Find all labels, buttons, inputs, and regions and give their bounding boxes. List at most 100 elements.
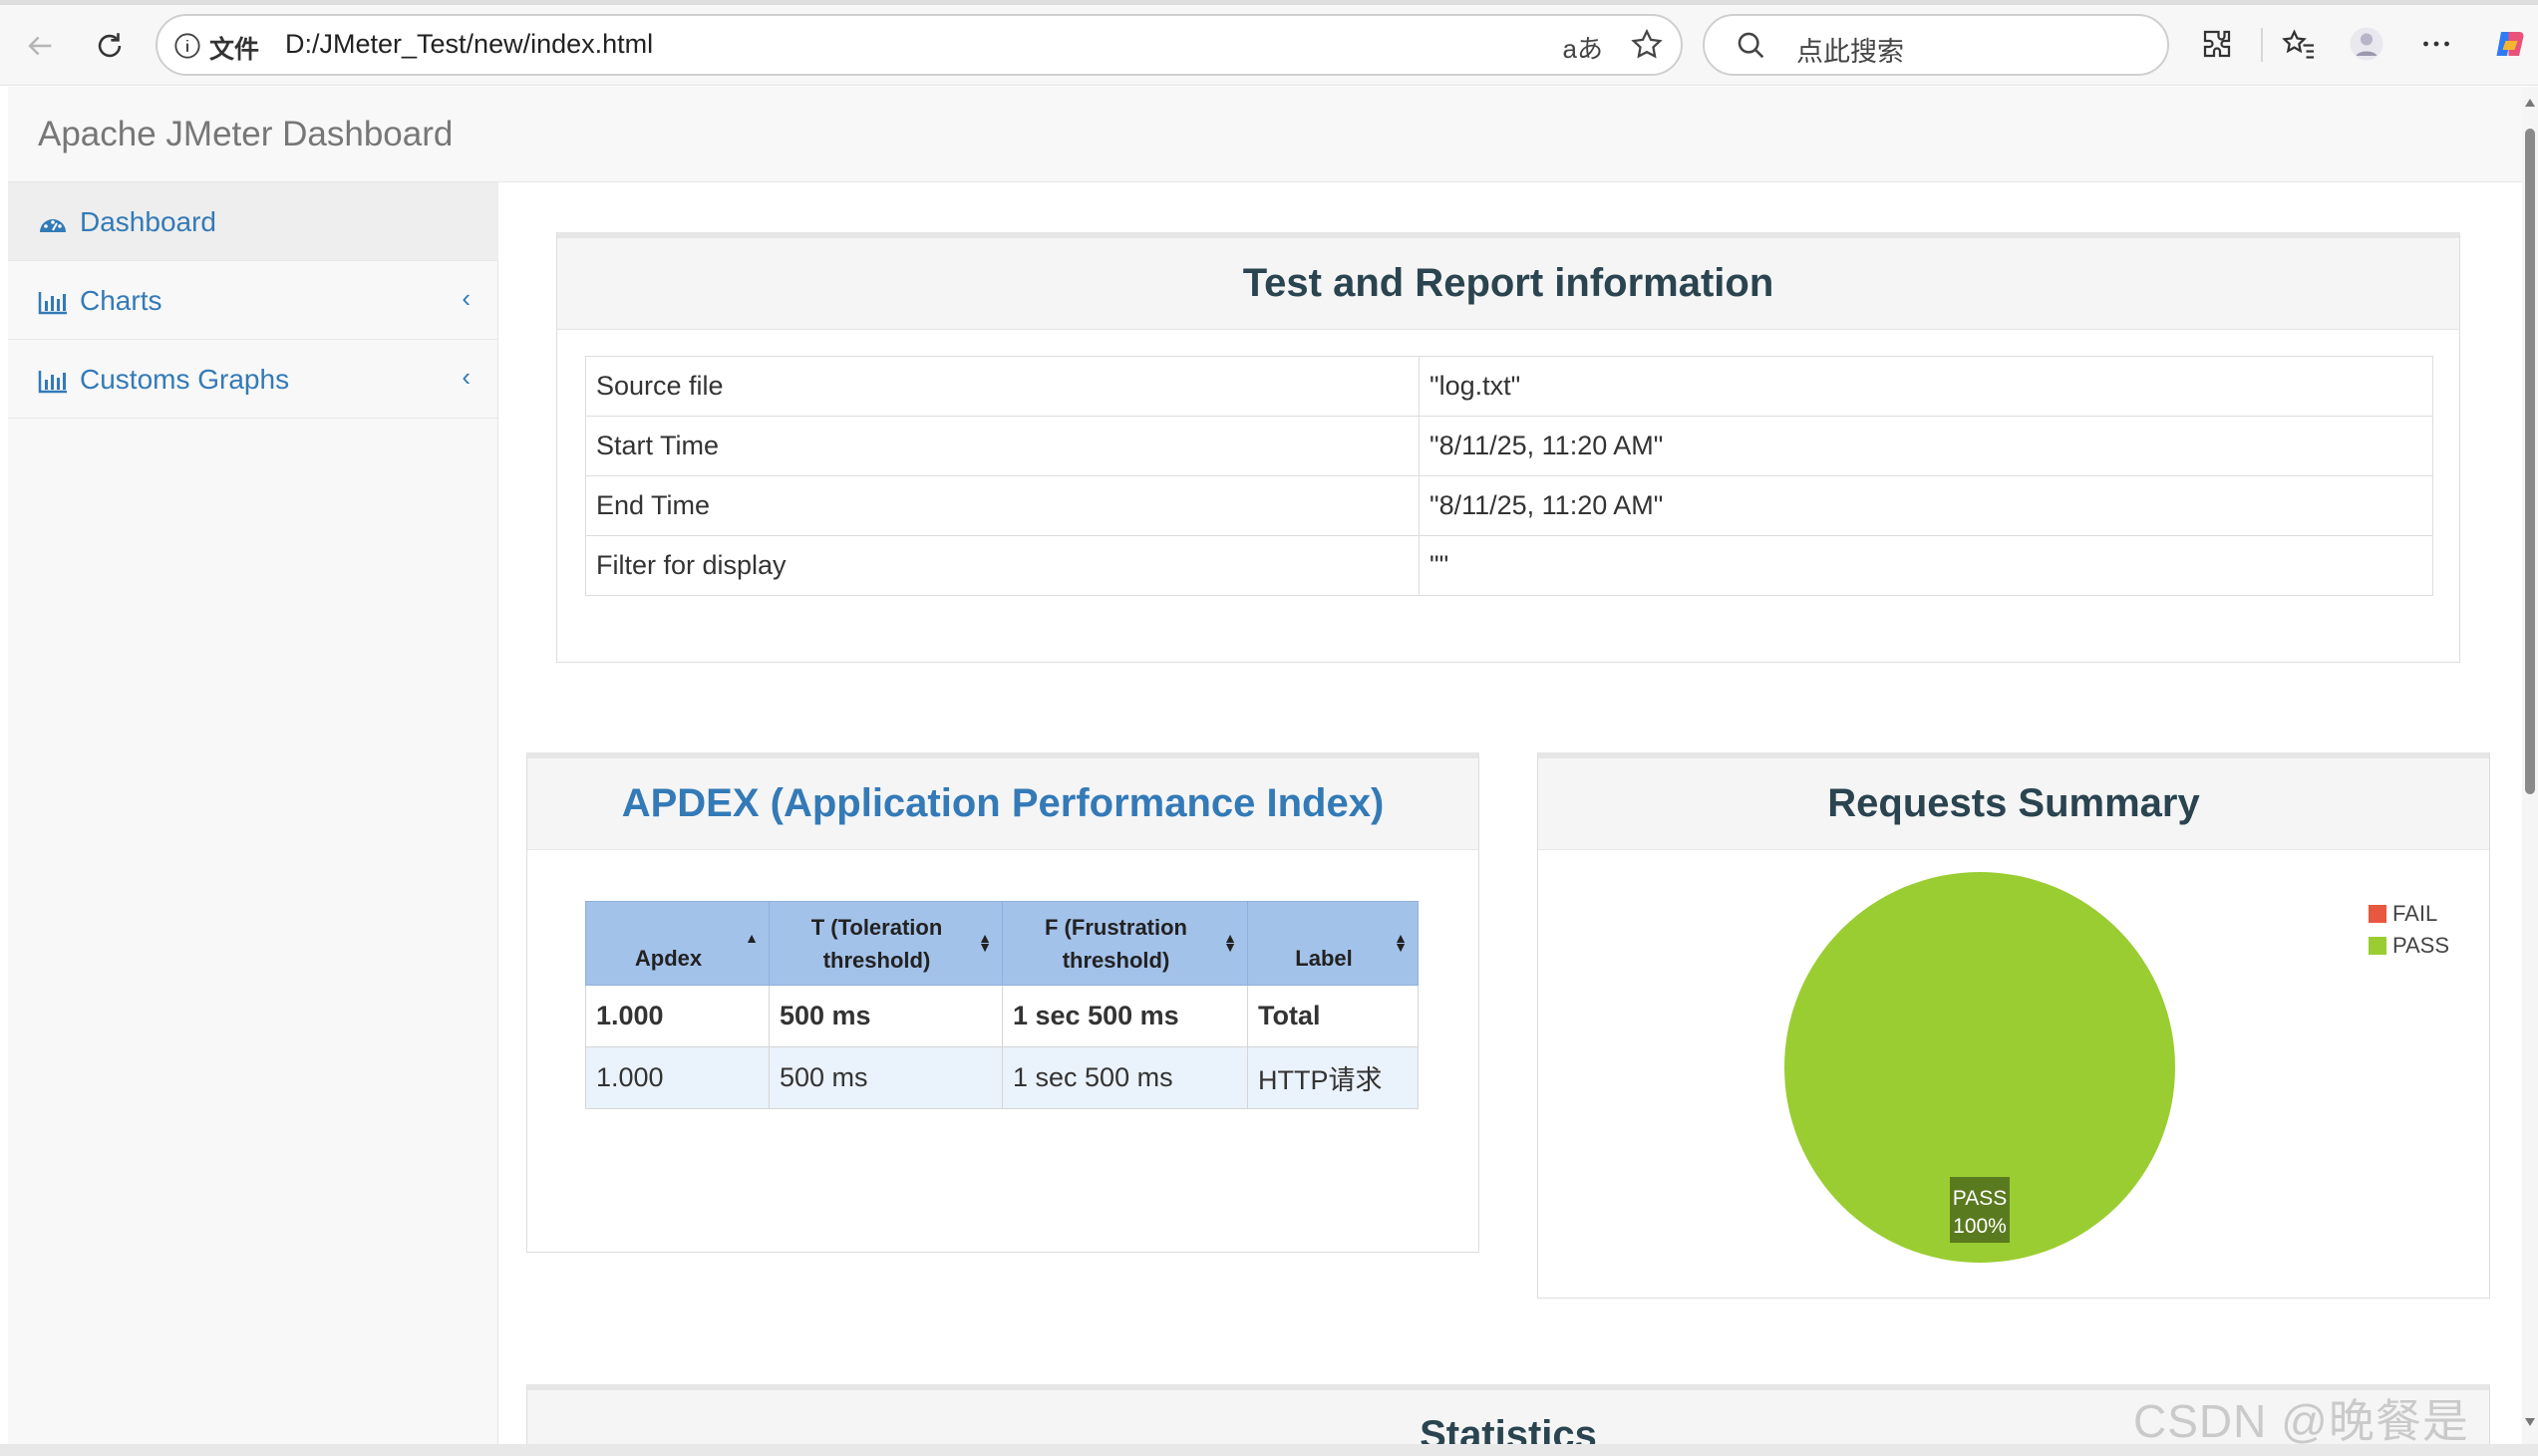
column-header-label: Apdex (634, 946, 703, 971)
address-bar[interactable]: 文件 D:/JMeter_Test/new/index.html aあ (156, 14, 1683, 76)
statistics-panel: Statistics (526, 1384, 2490, 1444)
info-value: "log.txt" (1419, 356, 2433, 417)
pie-slice-pass[interactable] (1784, 872, 2175, 1263)
sidebar-item-label: Charts (80, 285, 162, 316)
label-cell: HTTP请求 (1247, 1046, 1419, 1109)
toleration-col-header[interactable]: T (Toleration threshold) ▲ ▼ (769, 901, 1003, 986)
info-icon[interactable] (173, 32, 201, 60)
apdex-panel: APDEX (Application Performance Index) Ap… (526, 752, 1479, 1253)
tab-strip-edge (0, 0, 2538, 5)
chevron-left-icon[interactable]: ‹ (462, 362, 471, 392)
reload-icon (98, 33, 122, 58)
legend-label: FAIL (2391, 901, 2438, 926)
legend-swatch (2368, 937, 2386, 955)
report-info-panel: Test and Report information Source file … (556, 232, 2460, 663)
info-key: Start Time (585, 416, 1420, 476)
sort-both-icon[interactable]: ▲ ▼ (1223, 930, 1237, 955)
slice-label-percent: 100% (1953, 1215, 2007, 1238)
slice-label-box (1950, 1177, 2010, 1243)
top-navbar: Apache JMeter Dashboard (8, 87, 2522, 182)
apdex-cell: 1.000 (585, 1046, 770, 1109)
statistics-title: Statistics (527, 1390, 2489, 1444)
frustration-col-header[interactable]: F (Frustration threshold) ▲ ▼ (1002, 901, 1248, 986)
copilot-button[interactable] (2486, 20, 2534, 68)
info-value: "" (1419, 535, 2433, 596)
favorites-list-icon (2282, 29, 2314, 59)
column-header-label: Label (1295, 946, 1353, 971)
search-icon (1738, 32, 1764, 59)
apdex-cell: 1.000 (585, 985, 770, 1047)
report-info-table: Source file "log.txt" Start Time "8/11/2… (585, 356, 2433, 596)
window-bottom-edge (0, 1444, 2538, 1456)
pie-slice-label: PASS 100% (1950, 1177, 2010, 1243)
bar-chart-icon (38, 371, 67, 394)
legend-swatch (2368, 905, 2386, 923)
sort-asc-icon[interactable]: ▲ (745, 930, 759, 946)
brand-title[interactable]: Apache JMeter Dashboard (38, 115, 454, 153)
requests-pie-chart[interactable]: PASS 100% (1538, 850, 2491, 1299)
search-box[interactable]: 点此搜索 (1703, 14, 2169, 76)
info-key: Source file (585, 356, 1420, 417)
avatar-icon (2350, 27, 2383, 61)
sidebar-item-customs-graphs[interactable]: Customs Graphs ‹ (8, 340, 498, 419)
browser-toolbar: 文件 D:/JMeter_Test/new/index.html aあ 点此搜索 (0, 0, 2538, 86)
more-menu-button[interactable] (2412, 20, 2460, 68)
table-row: Start Time "8/11/25, 11:20 AM" (585, 416, 2433, 476)
label-cell: Total (1247, 985, 1419, 1047)
back-button[interactable] (12, 18, 68, 74)
frustration-cell: 1 sec 500 ms (1002, 1046, 1248, 1109)
puzzle-icon (2203, 30, 2231, 58)
ellipsis-icon (2423, 41, 2449, 47)
file-scheme-label: 文件 (209, 36, 260, 64)
apdex-col-header[interactable]: Apdex ▲ (585, 901, 770, 986)
url-text[interactable]: D:/JMeter_Test/new/index.html (285, 29, 654, 59)
pie-legend: FAIL PASS (2368, 898, 2449, 962)
report-info-title: Test and Report information (557, 238, 2459, 330)
sidebar-item-label: Dashboard (80, 206, 216, 237)
favorites-button[interactable] (2275, 20, 2323, 68)
favorite-star-icon[interactable] (1629, 27, 1665, 63)
profile-avatar[interactable] (2343, 20, 2390, 68)
frustration-cell: 1 sec 500 ms (1002, 985, 1248, 1047)
slice-label-name: PASS (1953, 1187, 2007, 1210)
back-arrow-icon (28, 36, 52, 56)
table-row: End Time "8/11/25, 11:20 AM" (585, 475, 2433, 536)
legend-item-fail[interactable]: FAIL (2368, 898, 2449, 930)
sidebar-item-charts[interactable]: Charts ‹ (8, 261, 498, 340)
sidebar: Dashboard Charts ‹ Customs Graphs ‹ (8, 182, 498, 1444)
table-row: Source file "log.txt" (585, 356, 2433, 417)
info-value: "8/11/25, 11:20 AM" (1419, 475, 2433, 536)
dashboard-icon (40, 219, 66, 232)
sort-both-icon[interactable]: ▲ ▼ (1394, 930, 1408, 955)
scrollbar-thumb[interactable] (2525, 129, 2535, 794)
legend-item-pass[interactable]: PASS (2368, 930, 2449, 962)
table-row: 1.000 500 ms 1 sec 500 ms HTTP请求 (585, 1046, 1419, 1109)
label-col-header[interactable]: Label ▲ ▼ (1247, 901, 1419, 986)
toolbar-separator (2261, 28, 2263, 62)
sidebar-item-dashboard[interactable]: Dashboard (8, 182, 498, 261)
requests-summary-title: Requests Summary (1538, 758, 2489, 850)
column-header-label: T (Toleration threshold) (810, 914, 943, 973)
extensions-button[interactable] (2193, 20, 2241, 68)
table-row: Filter for display "" (585, 535, 2433, 596)
watermark-text: CSDN @晚餐是PM (2133, 1395, 2469, 1456)
toleration-cell: 500 ms (769, 1046, 1003, 1109)
legend-label: PASS (2391, 933, 2449, 958)
search-placeholder: 点此搜索 (1796, 37, 1904, 67)
scroll-down-arrow-icon[interactable] (2525, 1418, 2535, 1426)
apdex-table: Apdex ▲ T (Toleration threshold) ▲ ▼ F (F… (585, 901, 1419, 1109)
bar-chart-icon (38, 292, 67, 315)
reload-button[interactable] (82, 18, 138, 74)
page-viewport: Apache JMeter Dashboard Dashboard Charts… (0, 87, 2522, 1444)
copilot-icon (2496, 32, 2524, 56)
toleration-cell: 500 ms (769, 985, 1003, 1047)
sort-both-icon[interactable]: ▲ ▼ (978, 930, 992, 955)
scroll-up-arrow-icon[interactable] (2525, 99, 2535, 107)
sidebar-item-label: Customs Graphs (80, 364, 290, 395)
table-row: 1.000 500 ms 1 sec 500 ms Total (585, 985, 1419, 1047)
read-aloud-button[interactable]: aあ (1562, 34, 1603, 64)
apdex-title[interactable]: APDEX (Application Performance Index) (527, 758, 1478, 850)
info-key: End Time (585, 475, 1420, 536)
chevron-left-icon[interactable]: ‹ (462, 283, 471, 313)
vertical-scrollbar[interactable] (2522, 87, 2538, 1444)
